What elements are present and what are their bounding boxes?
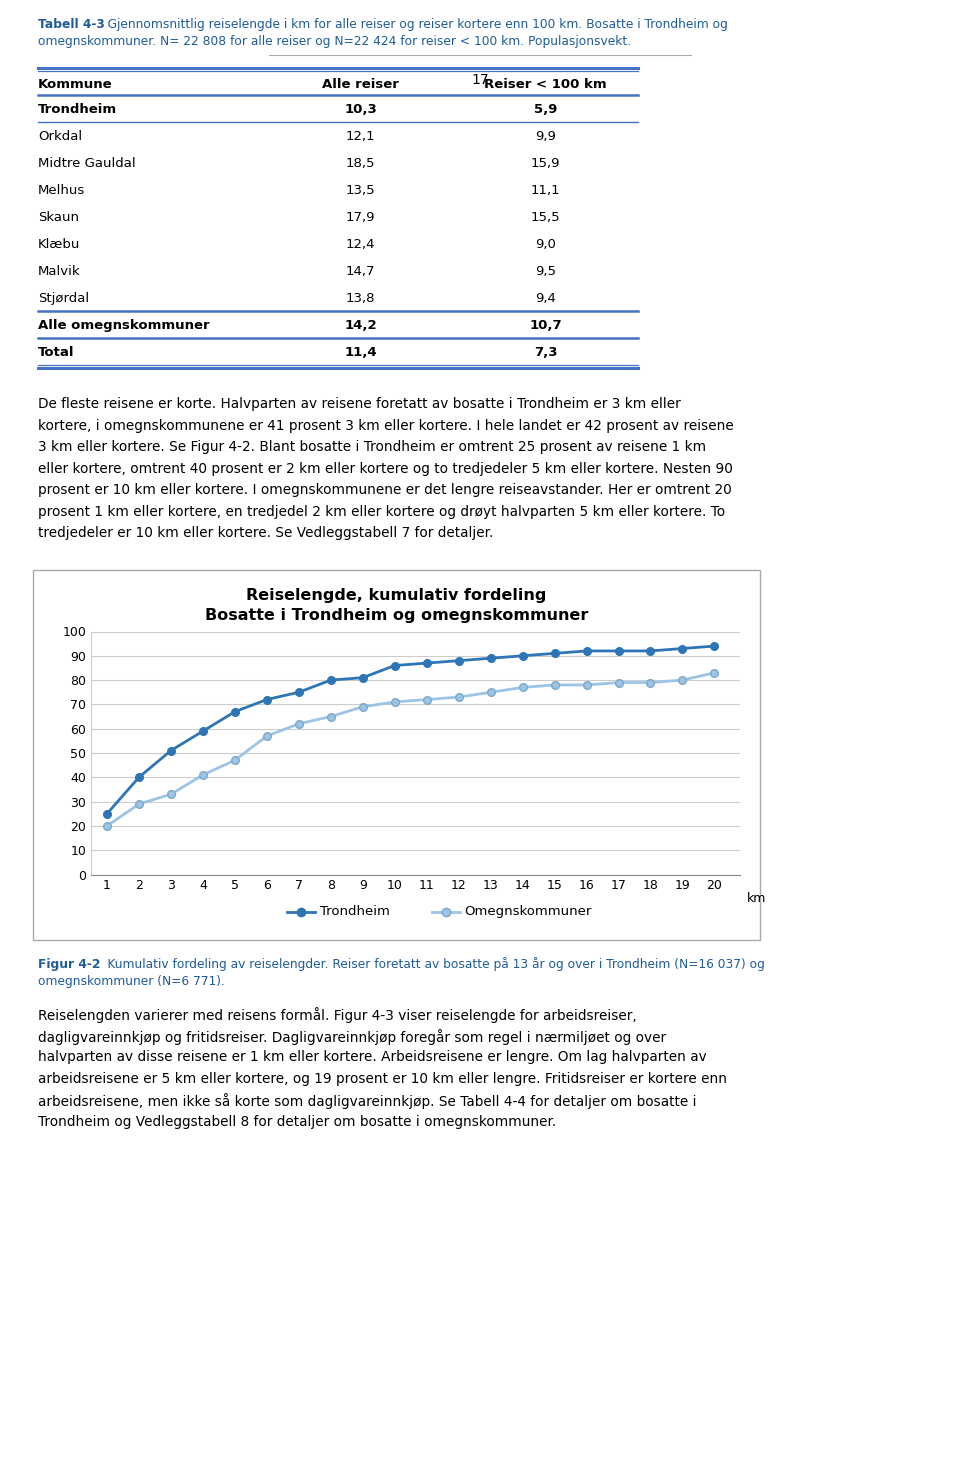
Text: km: km [747, 892, 766, 905]
Text: Kommune: Kommune [38, 78, 112, 91]
Text: Alle omegnskommuner: Alle omegnskommuner [38, 318, 209, 332]
Text: Klæbu: Klæbu [38, 237, 81, 251]
Text: arbeidsreisene, men ikke så korte som dagligvareinnkjøp. Se Tabell 4-4 for detal: arbeidsreisene, men ikke så korte som da… [38, 1094, 697, 1110]
Text: Trondheim: Trondheim [38, 103, 117, 116]
Text: Midtre Gauldal: Midtre Gauldal [38, 158, 135, 170]
Text: 7,3: 7,3 [534, 346, 557, 360]
Text: Kumulativ fordeling av reiselengder. Reiser foretatt av bosatte på 13 år og over: Kumulativ fordeling av reiselengder. Rei… [88, 958, 765, 971]
Text: Figur 4-2: Figur 4-2 [38, 958, 101, 970]
Text: 13,8: 13,8 [346, 292, 375, 305]
Text: 12,4: 12,4 [346, 237, 375, 251]
Text: Omegnskommuner: Omegnskommuner [465, 905, 592, 918]
Text: Reiselengden varierer med reisens formål. Figur 4-3 viser reiselengde for arbeid: Reiselengden varierer med reisens formål… [38, 1008, 636, 1023]
Text: 15,9: 15,9 [531, 158, 561, 170]
Text: 17,9: 17,9 [346, 211, 375, 224]
Text: Stjørdal: Stjørdal [38, 292, 89, 305]
Text: 10,3: 10,3 [344, 103, 377, 116]
Text: Gjennomsnittlig reiselengde i km for alle reiser og reiser kortere enn 100 km. B: Gjennomsnittlig reiselengde i km for all… [96, 18, 728, 31]
Text: Skaun: Skaun [38, 211, 79, 224]
Text: Reiselengde, kumulativ fordeling: Reiselengde, kumulativ fordeling [247, 588, 546, 603]
Text: 10,7: 10,7 [529, 318, 562, 332]
Text: 3 km eller kortere. Se Figur 4-2. Blant bosatte i Trondheim er omtrent 25 prosen: 3 km eller kortere. Se Figur 4-2. Blant … [38, 441, 707, 454]
Text: De fleste reisene er korte. Halvparten av reisene foretatt av bosatte i Trondhei: De fleste reisene er korte. Halvparten a… [38, 397, 681, 411]
Text: Reiser < 100 km: Reiser < 100 km [484, 78, 607, 91]
Text: prosent er 10 km eller kortere. I omegnskommunene er det lengre reiseavstander. : prosent er 10 km eller kortere. I omegns… [38, 483, 732, 497]
Text: 9,4: 9,4 [535, 292, 556, 305]
Text: 9,0: 9,0 [535, 237, 556, 251]
Text: tredjedeler er 10 km eller kortere. Se Vedleggstabell 7 for detaljer.: tredjedeler er 10 km eller kortere. Se V… [38, 526, 493, 539]
Text: omegnskommuner (N=6 771).: omegnskommuner (N=6 771). [38, 974, 225, 988]
Text: kortere, i omegnskommunene er 41 prosent 3 km eller kortere. I hele landet er 42: kortere, i omegnskommunene er 41 prosent… [38, 419, 733, 432]
Text: Trondheim og Vedleggstabell 8 for detaljer om bosatte i omegnskommuner.: Trondheim og Vedleggstabell 8 for detalj… [38, 1114, 556, 1129]
Text: Melhus: Melhus [38, 184, 85, 198]
Text: Alle reiser: Alle reiser [322, 78, 399, 91]
Text: 18,5: 18,5 [346, 158, 375, 170]
Text: 11,4: 11,4 [345, 346, 377, 360]
Text: Malvik: Malvik [38, 265, 81, 279]
Text: omegnskommuner. N= 22 808 for alle reiser og N=22 424 for reiser < 100 km. Popul: omegnskommuner. N= 22 808 for alle reise… [38, 35, 631, 49]
Text: 17: 17 [471, 74, 489, 87]
Text: Tabell 4-3: Tabell 4-3 [38, 18, 105, 31]
Text: prosent 1 km eller kortere, en tredjedel 2 km eller kortere og drøyt halvparten : prosent 1 km eller kortere, en tredjedel… [38, 504, 725, 519]
Text: dagligvareinnkjøp og fritidsreiser. Dagligvareinnkjøp foregår som regel i nærmil: dagligvareinnkjøp og fritidsreiser. Dagl… [38, 1029, 666, 1045]
Text: Bosatte i Trondheim og omegnskommuner: Bosatte i Trondheim og omegnskommuner [204, 607, 588, 622]
Text: eller kortere, omtrent 40 prosent er 2 km eller kortere og to tredjedeler 5 km e: eller kortere, omtrent 40 prosent er 2 k… [38, 461, 732, 476]
Text: 12,1: 12,1 [346, 130, 375, 143]
Bar [33, 569, 760, 939]
Text: Orkdal: Orkdal [38, 130, 83, 143]
Text: 13,5: 13,5 [346, 184, 375, 198]
Text: halvparten av disse reisene er 1 km eller kortere. Arbeidsreisene er lengre. Om : halvparten av disse reisene er 1 km elle… [38, 1051, 707, 1064]
Text: Trondheim: Trondheim [320, 905, 390, 918]
Text: 15,5: 15,5 [531, 211, 561, 224]
Text: 5,9: 5,9 [534, 103, 557, 116]
Text: 9,5: 9,5 [535, 265, 556, 279]
Text: 11,1: 11,1 [531, 184, 561, 198]
Text: 9,9: 9,9 [535, 130, 556, 143]
Text: 14,7: 14,7 [346, 265, 375, 279]
Text: 14,2: 14,2 [345, 318, 377, 332]
Text: Total: Total [38, 346, 75, 360]
Text: arbeidsreisene er 5 km eller kortere, og 19 prosent er 10 km eller lengre. Friti: arbeidsreisene er 5 km eller kortere, og… [38, 1072, 727, 1086]
